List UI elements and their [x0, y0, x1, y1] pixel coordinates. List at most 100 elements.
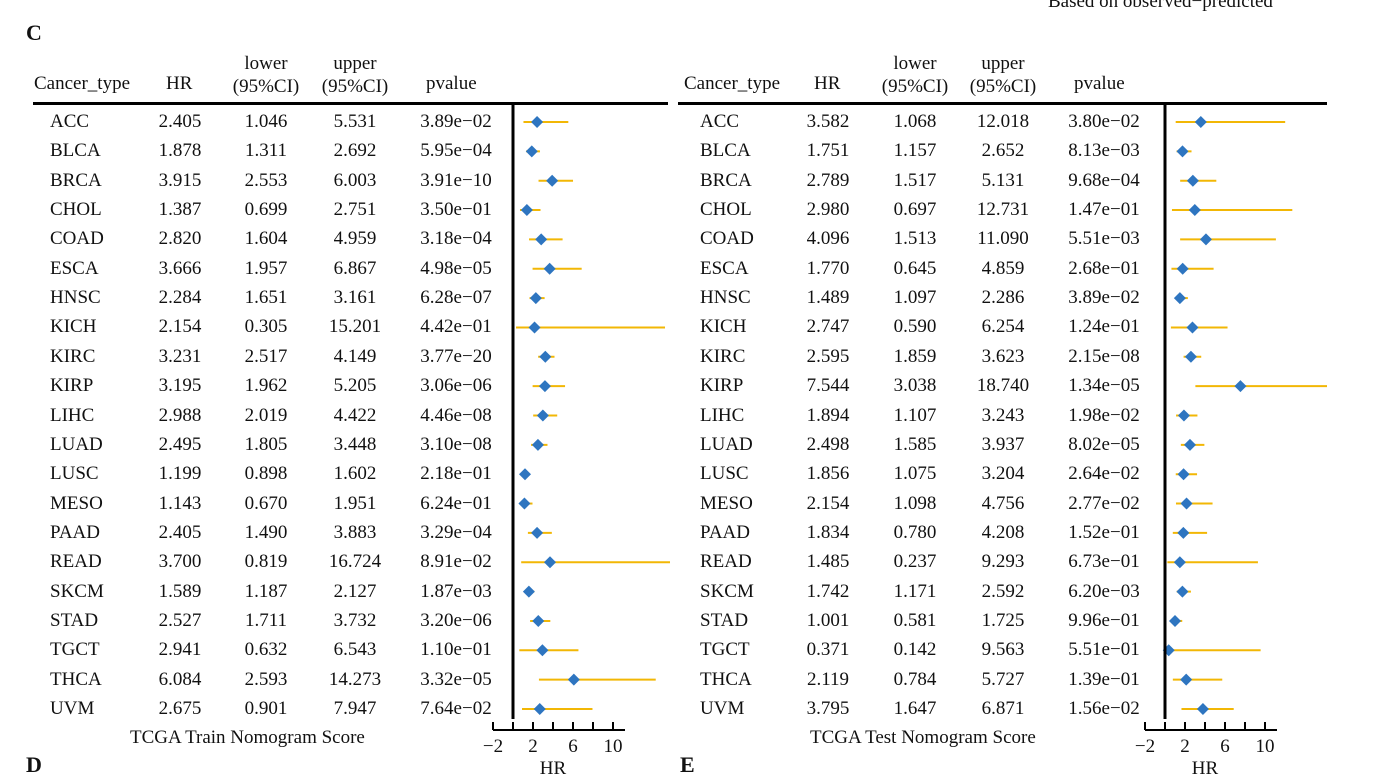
cell-hr: 6.084 — [158, 668, 202, 690]
header-rule — [678, 102, 1327, 105]
cell-pvalue: 2.18e−01 — [420, 463, 492, 485]
hr-marker-skcm — [1176, 585, 1189, 598]
col-header-lower-line1: lower — [893, 53, 937, 74]
cell-upper: 4.959 — [333, 228, 377, 250]
cell-cancer-type: READ — [700, 551, 752, 573]
cell-lower: 1.490 — [244, 521, 288, 543]
cell-pvalue: 3.89e−02 — [420, 111, 492, 132]
cell-hr: 3.231 — [158, 345, 202, 367]
cell-lower: 1.097 — [893, 287, 937, 309]
cell-hr: 0.371 — [806, 639, 850, 661]
cell-pvalue: 3.91e−10 — [420, 169, 492, 191]
cell-cancer-type: KIRP — [700, 375, 744, 397]
col-header-pvalue: pvalue — [1074, 73, 1125, 94]
cell-lower: 0.784 — [893, 668, 937, 690]
hr-marker-acc — [1194, 116, 1207, 128]
cell-hr: 1.001 — [806, 609, 850, 631]
cell-cancer-type: LUAD — [700, 433, 753, 455]
hr-marker-lihc — [536, 409, 549, 422]
col-header-lower: lower (95%CI) — [877, 52, 953, 98]
col-header-lower-line2: (95%CI) — [881, 76, 949, 97]
cell-lower: 0.142 — [893, 639, 937, 661]
hr-marker-esca — [1176, 262, 1189, 275]
cell-hr: 2.284 — [158, 287, 202, 309]
cell-pvalue: 1.47e−01 — [1068, 199, 1140, 221]
x-axis-label: HR — [1192, 758, 1219, 779]
cell-pvalue: 2.77e−02 — [1068, 492, 1140, 514]
cell-pvalue: 3.18e−04 — [420, 228, 492, 250]
cell-upper: 5.531 — [333, 111, 377, 132]
col-header-cancer-type: Cancer_type — [34, 73, 131, 94]
hr-marker-kirp — [538, 380, 551, 393]
cell-upper: 4.422 — [333, 404, 377, 426]
cell-upper: 2.127 — [333, 580, 377, 602]
cell-hr: 3.915 — [158, 169, 202, 191]
hr-marker-kirc — [1184, 350, 1197, 363]
cell-cancer-type: ESCA — [700, 257, 749, 279]
cell-lower: 1.805 — [244, 433, 288, 455]
cell-pvalue: 3.20e−06 — [420, 609, 492, 631]
cell-hr: 3.582 — [806, 111, 850, 132]
cell-upper: 7.947 — [333, 698, 377, 719]
cell-cancer-type: COAD — [700, 228, 754, 250]
cell-hr: 2.747 — [806, 316, 850, 338]
cell-pvalue: 2.64e−02 — [1068, 463, 1140, 485]
hr-marker-luad — [531, 438, 544, 451]
hr-marker-paad — [531, 526, 544, 539]
cell-cancer-type: LUSC — [700, 463, 749, 485]
panel-letter-d: D — [26, 752, 42, 777]
cell-lower: 2.593 — [244, 668, 288, 690]
cell-pvalue: 6.73e−01 — [1068, 551, 1140, 573]
cell-cancer-type: BLCA — [700, 140, 751, 162]
cell-hr: 2.820 — [158, 228, 202, 250]
cell-pvalue: 9.68e−04 — [1068, 169, 1140, 191]
cell-pvalue: 1.24e−01 — [1068, 316, 1140, 338]
cell-upper: 2.652 — [981, 140, 1025, 162]
hr-marker-coad — [1199, 233, 1212, 246]
cell-cancer-type: UVM — [700, 698, 745, 719]
cell-pvalue: 8.91e−02 — [420, 551, 492, 573]
cell-hr: 2.154 — [806, 492, 850, 514]
cell-pvalue: 8.13e−03 — [1068, 140, 1140, 162]
hr-marker-lusc — [518, 468, 531, 481]
cell-pvalue: 9.96e−01 — [1068, 609, 1140, 631]
hr-marker-uvm — [533, 703, 546, 715]
cell-cancer-type: LUAD — [50, 433, 103, 455]
cell-hr: 1.589 — [158, 580, 202, 602]
hr-marker-brca — [546, 174, 559, 187]
cell-upper: 2.692 — [333, 140, 377, 162]
cell-upper: 4.208 — [981, 521, 1025, 543]
cell-pvalue: 3.32e−05 — [420, 668, 492, 690]
cell-pvalue: 1.34e−05 — [1068, 375, 1140, 397]
cell-upper: 5.727 — [981, 668, 1025, 690]
col-header-lower-line2: (95%CI) — [232, 76, 300, 97]
cell-lower: 1.107 — [893, 404, 937, 426]
cell-cancer-type: CHOL — [50, 199, 102, 221]
cell-upper: 3.937 — [981, 433, 1025, 455]
hr-marker-coad — [535, 233, 548, 246]
cell-upper: 11.090 — [977, 228, 1029, 250]
cell-cancer-type: THCA — [700, 668, 752, 690]
hr-marker-kirp — [1234, 380, 1247, 393]
cell-pvalue: 4.98e−05 — [420, 257, 492, 279]
panel-caption: TCGA Train Nomogram Score — [130, 727, 365, 748]
cell-hr: 3.700 — [158, 551, 202, 573]
cell-hr: 1.489 — [806, 287, 850, 309]
cell-cancer-type: TGCT — [50, 639, 100, 661]
cell-upper: 3.623 — [981, 345, 1025, 367]
x-tick-label: 2 — [528, 736, 538, 757]
cell-lower: 1.075 — [893, 463, 937, 485]
col-header-cancer-type: Cancer_type — [684, 73, 781, 94]
cell-hr: 7.544 — [806, 375, 850, 397]
cell-upper: 6.867 — [333, 257, 377, 279]
cell-hr: 2.675 — [158, 698, 202, 719]
panel-letter-c: C — [26, 20, 42, 45]
col-header-upper: upper (95%CI) — [965, 52, 1041, 98]
cell-pvalue: 3.77e−20 — [420, 345, 492, 367]
cell-lower: 1.957 — [244, 257, 288, 279]
hr-marker-lusc — [1177, 468, 1190, 481]
cell-pvalue: 4.42e−01 — [420, 316, 492, 338]
cell-upper: 1.951 — [333, 492, 377, 514]
cell-upper: 18.740 — [976, 375, 1030, 397]
cell-pvalue: 4.46e−08 — [420, 404, 492, 426]
